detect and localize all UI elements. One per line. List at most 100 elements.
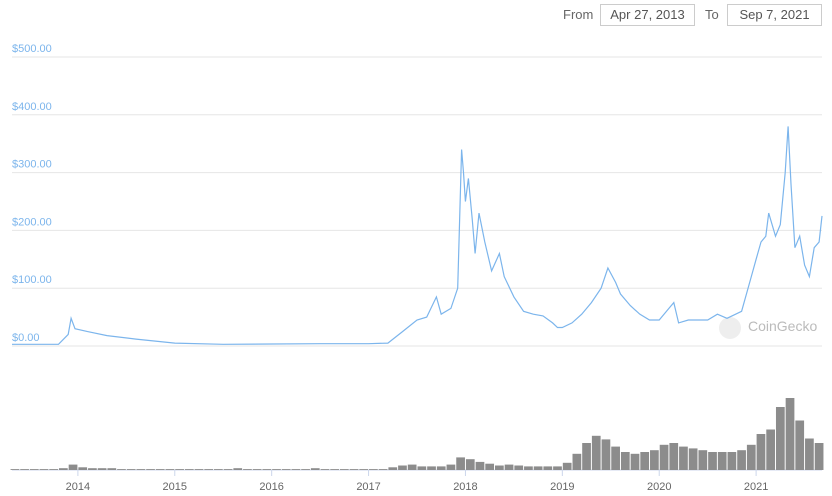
volume-bar [398, 465, 407, 470]
volume-bar [68, 464, 78, 470]
volume-bar [330, 469, 340, 470]
y-tick-label: $500.00 [12, 43, 52, 55]
volume-bar [708, 452, 717, 470]
volume-bar [262, 469, 272, 470]
x-tick-label: 2014 [66, 481, 90, 493]
volume-bar [795, 420, 805, 470]
volume-bar [107, 468, 117, 470]
watermark-logo [719, 317, 741, 339]
y-tick-label: $300.00 [12, 159, 52, 171]
volume-bar [727, 452, 737, 470]
volume-bar [650, 450, 659, 470]
volume-bar [775, 407, 785, 470]
volume-bar [204, 469, 214, 470]
to-date-input[interactable]: Sep 7, 2021 [727, 4, 822, 26]
volume-bar [165, 469, 175, 470]
volume-bar [291, 469, 301, 470]
volume-bar [475, 461, 485, 470]
volume-bar [301, 469, 310, 470]
volume-bar [601, 439, 611, 470]
volume-bar [310, 468, 320, 470]
volume-bar [766, 429, 776, 470]
volume-bar [669, 443, 679, 470]
volume-bar [349, 469, 359, 470]
volume-bar [543, 466, 553, 470]
volume-bar [233, 468, 243, 470]
x-tick-label: 2018 [453, 481, 477, 493]
volume-bar [698, 450, 708, 470]
x-tick-label: 2021 [744, 481, 768, 493]
from-date-input[interactable]: Apr 27, 2013 [600, 4, 695, 26]
volume-bar [572, 453, 582, 470]
volume-bar [39, 469, 49, 470]
to-label: To [705, 7, 719, 22]
volume-bar [456, 457, 465, 470]
volume-bar [620, 452, 630, 470]
volume-bar [524, 466, 533, 470]
volume-bar [514, 465, 524, 470]
volume-bar [194, 469, 204, 470]
volume-bar [223, 469, 233, 470]
volume-bar [485, 463, 495, 470]
volume-bar [436, 466, 446, 470]
volume-bar [29, 469, 39, 470]
volume-bar [214, 469, 223, 470]
volume-bar [49, 469, 59, 470]
volume-bar [553, 466, 562, 470]
from-label: From [563, 7, 594, 22]
volume-bar [785, 398, 795, 470]
volume-bar [281, 469, 291, 470]
volume-bar [737, 450, 746, 470]
volume-bar [136, 469, 146, 470]
volume-bar [688, 448, 698, 470]
volume-bar [679, 446, 688, 470]
volume-bar [640, 452, 650, 470]
volume-bar [611, 446, 620, 470]
volume-bar [272, 469, 281, 470]
x-tick-label: 2017 [356, 481, 380, 493]
volume-bar [97, 468, 107, 470]
volume-bar [369, 469, 378, 470]
volume-bar [243, 469, 252, 470]
x-tick-label: 2019 [550, 481, 574, 493]
volume-bar [504, 464, 514, 470]
volume-bar [252, 469, 262, 470]
volume-bar [417, 466, 427, 470]
volume-bar [562, 462, 572, 470]
volume-bar [465, 459, 475, 470]
volume-bar [659, 444, 669, 470]
y-tick-label: $200.00 [12, 216, 52, 228]
volume-bar [717, 452, 727, 470]
volume-bar [446, 464, 456, 470]
volume-bar [175, 469, 184, 470]
volume-bar [359, 469, 369, 470]
x-tick-label: 2020 [647, 481, 671, 493]
volume-bar [117, 469, 126, 470]
y-tick-label: $400.00 [12, 101, 52, 113]
volume-bar [746, 444, 756, 470]
volume-bar [184, 469, 194, 470]
volume-bar [407, 464, 417, 470]
volume-bar [582, 443, 591, 470]
volume-bar [126, 469, 136, 470]
volume-bar [494, 465, 504, 470]
y-tick-label: $0.00 [12, 332, 40, 344]
x-tick-label: 2016 [259, 481, 283, 493]
price-line [12, 126, 823, 345]
volume-bar [805, 438, 814, 470]
volume-bar [10, 469, 20, 470]
volume-bar [58, 468, 68, 470]
volume-bar [814, 443, 824, 470]
volume-bar [320, 469, 330, 470]
volume-bar [630, 453, 640, 470]
volume-bar [146, 469, 155, 470]
volume-bar [339, 469, 349, 470]
volume-bar [378, 469, 388, 470]
volume-bar [591, 435, 601, 470]
y-tick-label: $100.00 [12, 274, 52, 286]
x-tick-label: 2015 [163, 481, 187, 493]
volume-bar [78, 467, 88, 470]
volume-bar [155, 469, 165, 470]
